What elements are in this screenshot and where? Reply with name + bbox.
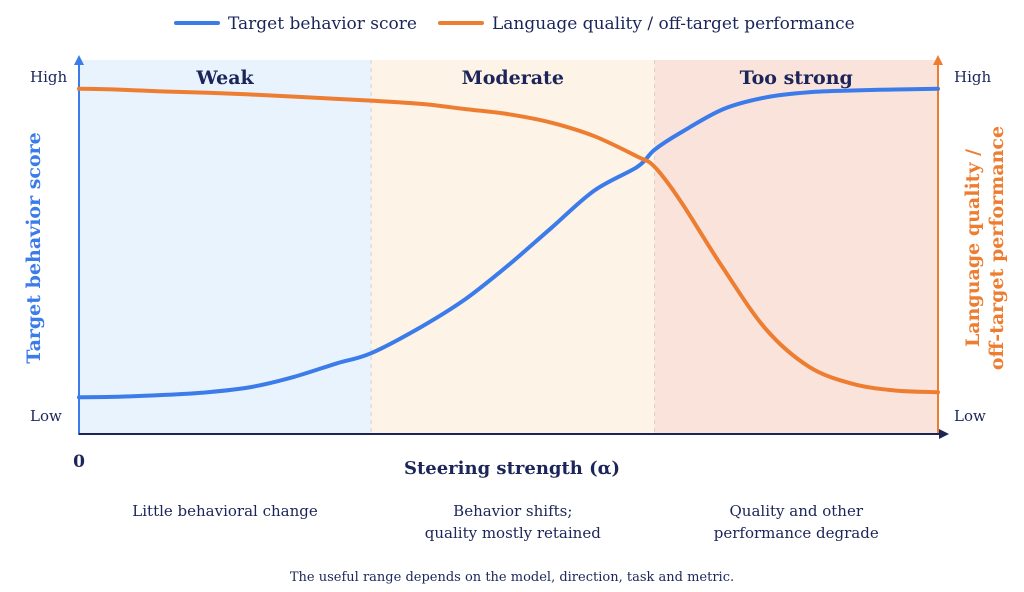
- x-tick-zero: 0: [73, 452, 85, 472]
- region-moderate-background: [371, 60, 655, 434]
- series-line-target-behavior: [77, 86, 940, 400]
- y-tick-left-high: High: [30, 68, 67, 86]
- region-note-moderate-line-1: Behavior shifts;: [453, 502, 572, 520]
- regions: [79, 60, 938, 434]
- footnote: The useful range depends on the model, d…: [290, 570, 734, 585]
- y-tick-left-low: Low: [30, 407, 62, 425]
- region-label-moderate: Moderate: [462, 67, 564, 89]
- region-note-too-strong-line-2: performance degrade: [714, 524, 879, 542]
- region-note-moderate-line-2: quality mostly retained: [425, 524, 601, 542]
- region-label-weak: Weak: [195, 67, 254, 89]
- legend-label-target-behavior: Target behavior score: [228, 14, 417, 34]
- region-weak-background: [79, 60, 372, 434]
- legend: Target behavior score Language quality /…: [174, 14, 855, 34]
- y-tick-right-high: High: [954, 68, 991, 86]
- region-too-strong-background: [654, 60, 938, 434]
- right-y-axis-title-line-1: Language quality /: [962, 149, 984, 347]
- right-y-axis-title: Language quality / off-target performanc…: [962, 126, 1008, 370]
- left-y-axis-title: Target behavior score: [23, 132, 45, 364]
- y-tick-right-low: Low: [954, 407, 986, 425]
- series-line-language-quality: [77, 86, 940, 395]
- region-note-weak: Little behavioral change: [132, 502, 318, 520]
- right-y-axis-title-line-2: off-target performance: [986, 126, 1008, 370]
- region-label-too-strong: Too strong: [740, 67, 853, 89]
- legend-label-language-quality: Language quality / off-target performanc…: [492, 14, 855, 34]
- x-axis-title: Steering strength (α): [404, 458, 620, 479]
- region-note-too-strong-line-1: Quality and other: [730, 502, 864, 520]
